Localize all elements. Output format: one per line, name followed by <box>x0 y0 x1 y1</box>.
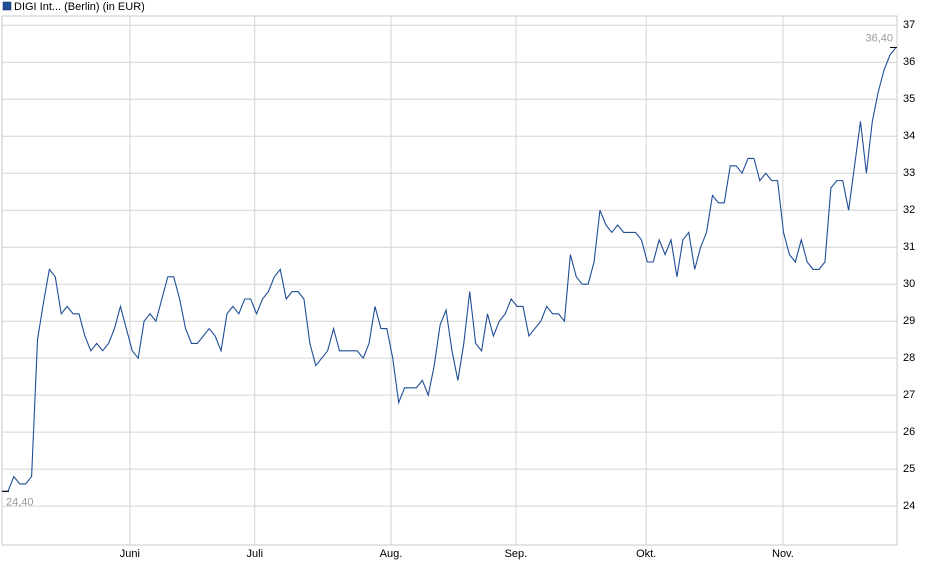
y-tick-label: 34 <box>903 130 915 142</box>
y-tick-label: 26 <box>903 426 915 438</box>
plot-frame <box>1 15 898 546</box>
y-tick-label: 24 <box>903 500 915 512</box>
y-tick-label: 29 <box>903 315 915 327</box>
y-tick-label: 28 <box>903 352 915 364</box>
y-tick-label: 30 <box>903 278 915 290</box>
price-line <box>2 47 897 492</box>
y-tick-label: 31 <box>903 241 915 253</box>
x-tick-label: Okt. <box>636 548 656 560</box>
y-tick-label: 25 <box>903 463 915 475</box>
first-label: 24,40 <box>6 496 34 508</box>
x-tick-label: Sep. <box>505 548 528 560</box>
y-tick-label: 37 <box>903 19 915 31</box>
legend-swatch <box>2 1 12 11</box>
y-tick-label: 35 <box>903 93 915 105</box>
x-tick-label: Nov. <box>772 548 794 560</box>
y-tick-label: 33 <box>903 167 915 179</box>
legend-label: DIGI Int... (Berlin) (in EUR) <box>14 1 145 13</box>
y-tick-label: 36 <box>903 56 915 68</box>
x-tick-label: Juli <box>247 548 264 560</box>
x-tick-label: Juni <box>120 548 140 560</box>
y-tick-label: 32 <box>903 204 915 216</box>
last-label: 36,40 <box>865 32 893 44</box>
x-tick-label: Aug. <box>380 548 403 560</box>
y-tick-label: 27 <box>903 389 915 401</box>
